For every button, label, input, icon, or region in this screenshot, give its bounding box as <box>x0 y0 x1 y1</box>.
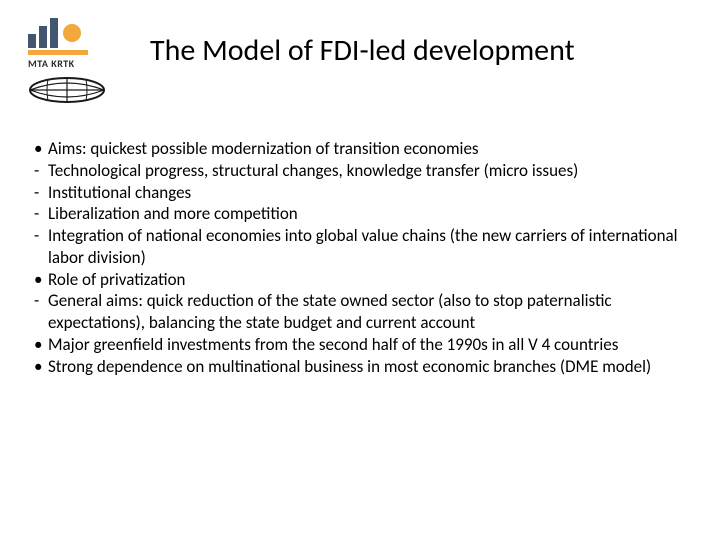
list-item: - Technological progress, structural cha… <box>34 160 692 182</box>
dash-marker: - <box>34 225 48 269</box>
slide: MTA KRTK The Model of FDI-led developmen… <box>0 0 720 540</box>
bullet-marker: • <box>34 334 48 356</box>
logo-block: MTA KRTK <box>28 18 116 109</box>
list-item-text: Integration of national economies into g… <box>48 225 692 269</box>
list-item-text: Major greenfield investments from the se… <box>48 334 692 356</box>
list-item-text: Institutional changes <box>48 182 692 204</box>
dash-marker: - <box>34 290 48 334</box>
logo-text: MTA KRTK <box>28 57 116 70</box>
slide-body: • Aims: quickest possible modernization … <box>34 138 692 377</box>
logo-bars-icon <box>28 18 116 48</box>
list-item-text: Liberalization and more competition <box>48 203 692 225</box>
logo-strip <box>28 50 88 55</box>
list-item-text: Role of privatization <box>48 269 692 291</box>
sun-icon <box>63 24 81 42</box>
list-item: - General aims: quick reduction of the s… <box>34 290 692 334</box>
list-item-text: Aims: quickest possible modernization of… <box>48 138 692 160</box>
list-item: • Strong dependence on multinational bus… <box>34 356 692 378</box>
slide-title: The Model of FDI-led development <box>150 32 690 69</box>
bullet-marker: • <box>34 356 48 378</box>
dash-marker: - <box>34 203 48 225</box>
list-item-text: Strong dependence on multinational busin… <box>48 356 692 378</box>
bullet-marker: • <box>34 138 48 160</box>
eye-icon <box>28 76 106 104</box>
list-item: • Major greenfield investments from the … <box>34 334 692 356</box>
list-item: • Role of privatization <box>34 269 692 291</box>
list-item: - Institutional changes <box>34 182 692 204</box>
list-item-text: Technological progress, structural chang… <box>48 160 692 182</box>
bullet-marker: • <box>34 269 48 291</box>
list-item: • Aims: quickest possible modernization … <box>34 138 692 160</box>
list-item: - Liberalization and more competition <box>34 203 692 225</box>
dash-marker: - <box>34 182 48 204</box>
list-item: - Integration of national economies into… <box>34 225 692 269</box>
dash-marker: - <box>34 160 48 182</box>
list-item-text: General aims: quick reduction of the sta… <box>48 290 692 334</box>
